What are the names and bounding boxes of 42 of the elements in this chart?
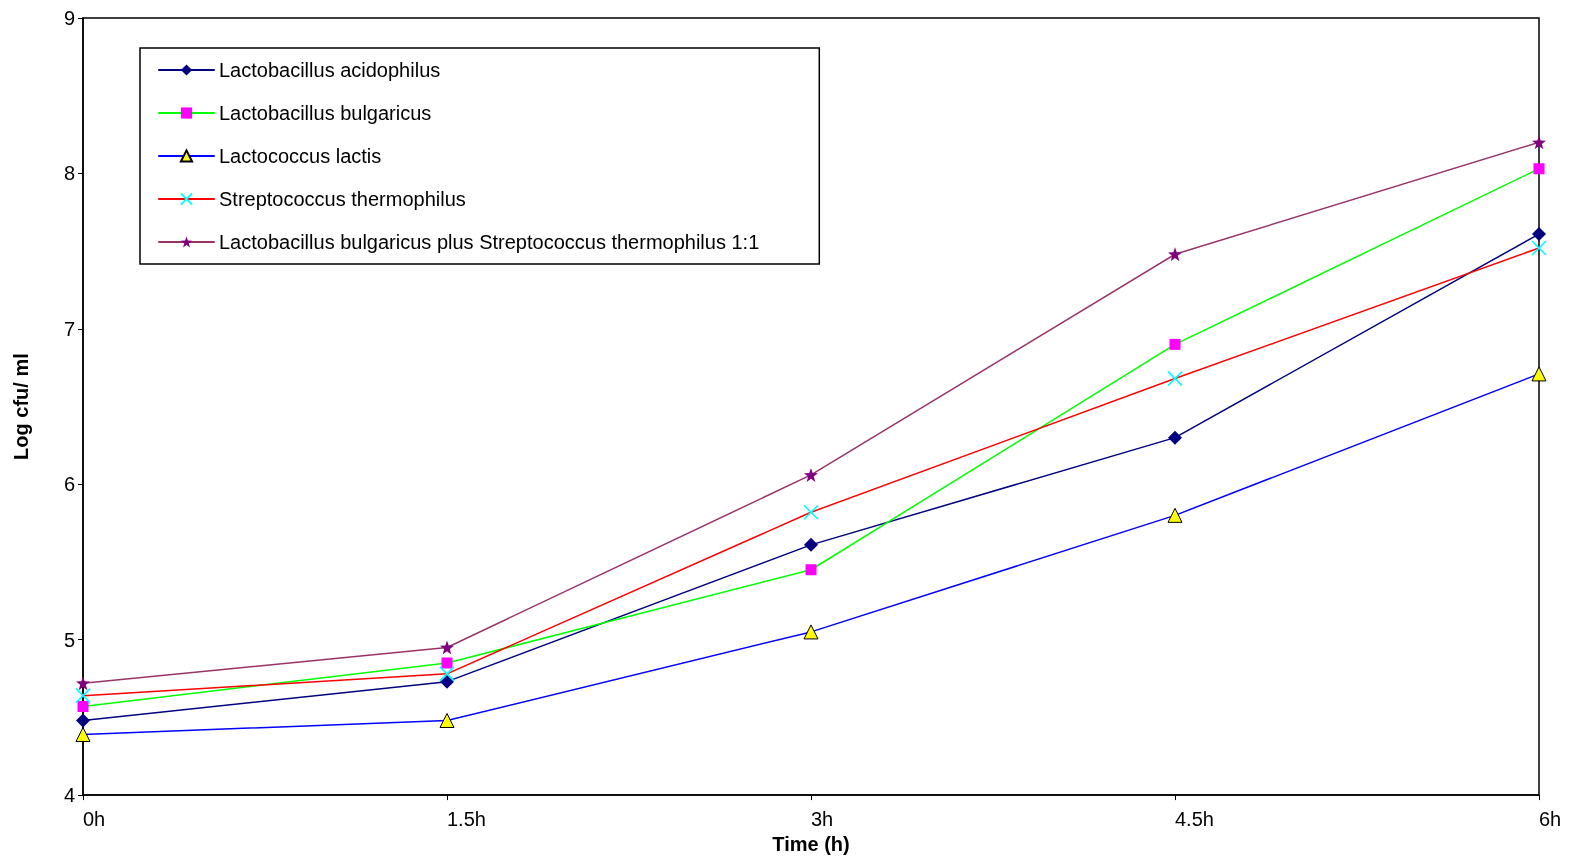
point — [1531, 366, 1547, 382]
point — [805, 564, 817, 576]
point — [1168, 247, 1182, 262]
y-tick-label: 5 — [63, 628, 75, 651]
point — [1531, 240, 1547, 256]
legend-label: Lactobacillus bulgaricus plus Streptococcus thermophilus 1:1 — [219, 231, 760, 253]
point — [75, 726, 91, 742]
point — [804, 467, 818, 482]
point — [439, 666, 455, 682]
point — [1169, 338, 1181, 350]
point — [1533, 163, 1545, 175]
point — [440, 640, 454, 655]
x-axis-title: Time (h) — [772, 833, 850, 855]
legend-label: Lactobacillus acidophilus — [219, 59, 441, 81]
point — [76, 676, 90, 691]
point — [1532, 135, 1546, 150]
point — [77, 701, 89, 713]
point — [441, 657, 453, 669]
point — [803, 504, 819, 521]
point — [1167, 370, 1183, 387]
point — [803, 624, 819, 640]
legend-label: Streptococcus thermophilus — [219, 188, 466, 210]
point — [75, 687, 91, 704]
point — [804, 537, 818, 552]
legend-label: Lactobacillus bulgaricus — [219, 102, 432, 124]
y-tick-label: 4 — [63, 784, 75, 807]
x-tick-label: 0h — [83, 808, 106, 831]
point — [439, 713, 455, 728]
y-axis-title: Log cfu/ ml — [10, 353, 32, 460]
x-tick-label: 4.5h — [1175, 808, 1214, 831]
y-tick-label: 9 — [63, 7, 75, 29]
point — [76, 713, 90, 728]
y-tick-label: 7 — [63, 317, 75, 340]
y-tick-label: 6 — [63, 473, 75, 496]
point — [1168, 430, 1182, 445]
point — [1167, 507, 1183, 523]
x-tick-label: 3h — [811, 808, 834, 831]
y-tick-label: 8 — [63, 162, 75, 185]
legend-label: Lactococcus lactis — [219, 145, 382, 167]
x-tick-label: 1.5h — [447, 808, 486, 831]
x-tick-label: 6h — [1539, 808, 1562, 831]
point — [1532, 227, 1546, 242]
